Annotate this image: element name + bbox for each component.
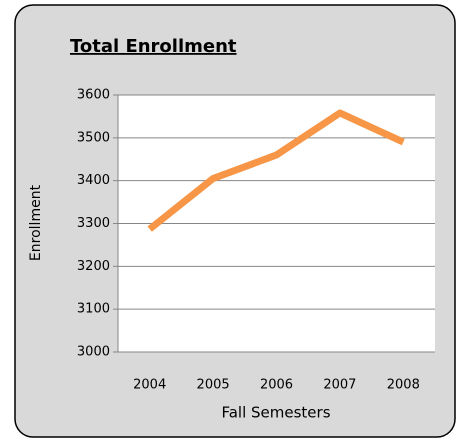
x-tick-label: 2004 [133,378,166,393]
y-tick-label: 3500 [77,130,110,145]
y-tick-label: 3000 [77,345,110,360]
y-tick-label: 3600 [77,88,110,103]
y-tick-label: 3100 [77,302,110,317]
chart-title: Total Enrollment [70,36,237,57]
y-tick-label: 3400 [77,173,110,188]
x-tick-label: 2007 [323,378,356,393]
y-axis-title: Enrollment [28,184,44,261]
x-tick-label: 2008 [387,378,420,393]
x-tick-label: 2005 [197,378,230,393]
y-tick-label: 3300 [77,216,110,231]
line-series [147,109,405,232]
x-tick-label: 2006 [260,378,293,393]
y-tick-label: 3200 [77,259,110,274]
x-axis-title: Fall Semesters [221,404,330,422]
